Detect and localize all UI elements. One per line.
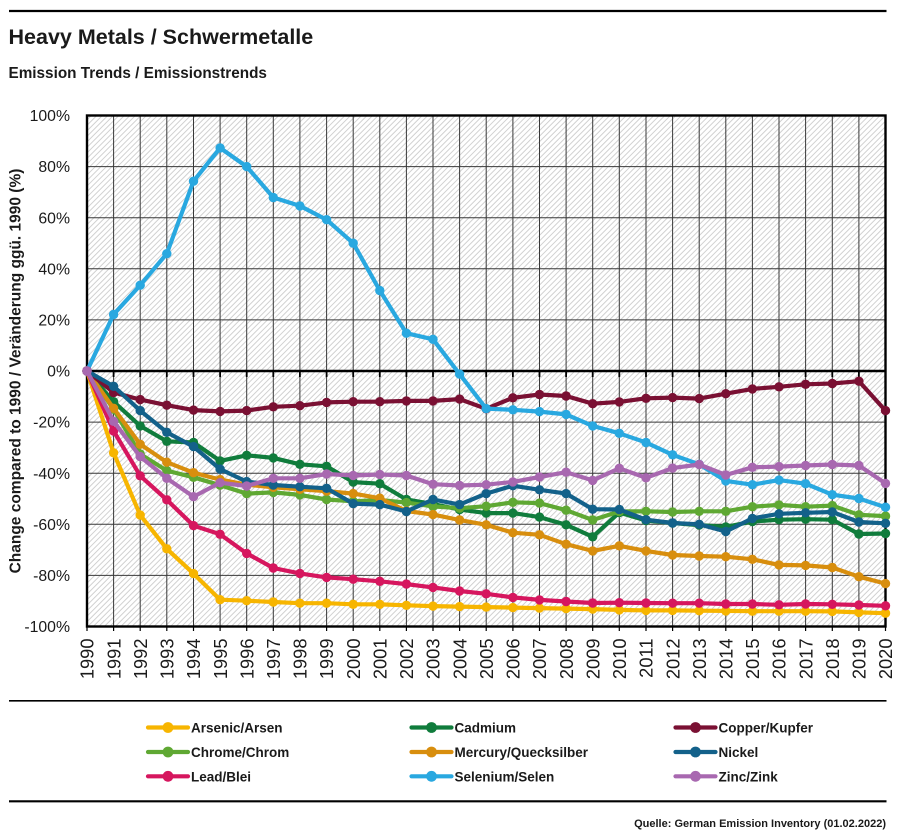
svg-text:2012: 2012	[662, 639, 683, 680]
svg-text:Lead/Blei: Lead/Blei	[191, 769, 251, 784]
svg-text:Nickel: Nickel	[719, 745, 759, 760]
svg-text:Arsenic/Arsen: Arsenic/Arsen	[191, 721, 283, 736]
svg-text:Zinc/Zink: Zinc/Zink	[719, 769, 779, 784]
svg-text:80%: 80%	[38, 159, 70, 176]
svg-text:Copper/Kupfer: Copper/Kupfer	[719, 721, 814, 736]
svg-text:2013: 2013	[689, 639, 710, 680]
svg-text:2020: 2020	[875, 639, 896, 680]
svg-text:1994: 1994	[183, 639, 204, 680]
svg-text:-20%: -20%	[33, 415, 70, 432]
svg-text:0%: 0%	[47, 364, 70, 381]
svg-text:2005: 2005	[476, 639, 497, 680]
svg-text:Chrome/Chrom: Chrome/Chrom	[191, 745, 289, 760]
svg-text:2003: 2003	[423, 639, 444, 680]
svg-text:1996: 1996	[236, 639, 257, 680]
svg-text:-80%: -80%	[33, 568, 70, 585]
svg-text:2006: 2006	[503, 639, 524, 680]
svg-text:2007: 2007	[529, 639, 550, 680]
svg-text:100%: 100%	[30, 108, 70, 125]
svg-text:1998: 1998	[290, 639, 311, 680]
svg-text:Quelle: German Emission Invent: Quelle: German Emission Inventory (01.02…	[634, 818, 886, 830]
svg-text:40%: 40%	[38, 261, 70, 278]
svg-text:2010: 2010	[609, 639, 630, 680]
svg-text:Change compared to 1990 / Verä: Change compared to 1990 / Veränderung gg…	[8, 169, 25, 574]
svg-text:-40%: -40%	[33, 466, 70, 483]
svg-text:1997: 1997	[263, 639, 284, 680]
svg-text:-60%: -60%	[33, 517, 70, 534]
svg-text:2000: 2000	[343, 639, 364, 680]
svg-text:Heavy Metals / Schwermetalle: Heavy Metals / Schwermetalle	[9, 25, 314, 49]
svg-text:1991: 1991	[103, 639, 124, 680]
svg-text:2001: 2001	[370, 639, 391, 680]
svg-text:2004: 2004	[449, 639, 470, 680]
svg-text:20%: 20%	[38, 313, 70, 330]
svg-text:60%: 60%	[38, 210, 70, 227]
svg-text:2008: 2008	[556, 639, 577, 680]
svg-text:1993: 1993	[157, 639, 178, 680]
svg-text:1995: 1995	[210, 639, 231, 680]
svg-text:2009: 2009	[582, 639, 603, 680]
svg-text:Mercury/Quecksilber: Mercury/Quecksilber	[455, 745, 589, 760]
svg-text:2002: 2002	[396, 639, 417, 680]
svg-text:Selenium/Selen: Selenium/Selen	[455, 769, 555, 784]
svg-text:2017: 2017	[795, 639, 816, 680]
svg-text:2011: 2011	[636, 639, 657, 678]
svg-text:2016: 2016	[769, 639, 790, 680]
svg-text:-100%: -100%	[24, 619, 70, 636]
svg-text:2014: 2014	[716, 639, 737, 680]
svg-text:2019: 2019	[849, 639, 870, 680]
svg-text:2015: 2015	[742, 639, 763, 680]
svg-text:1992: 1992	[130, 639, 151, 680]
svg-text:1990: 1990	[77, 639, 98, 680]
svg-text:2018: 2018	[822, 639, 843, 680]
svg-text:Emission Trends / Emissionstre: Emission Trends / Emissionstrends	[9, 65, 267, 82]
svg-text:1999: 1999	[316, 639, 337, 680]
svg-text:Cadmium: Cadmium	[455, 721, 517, 736]
